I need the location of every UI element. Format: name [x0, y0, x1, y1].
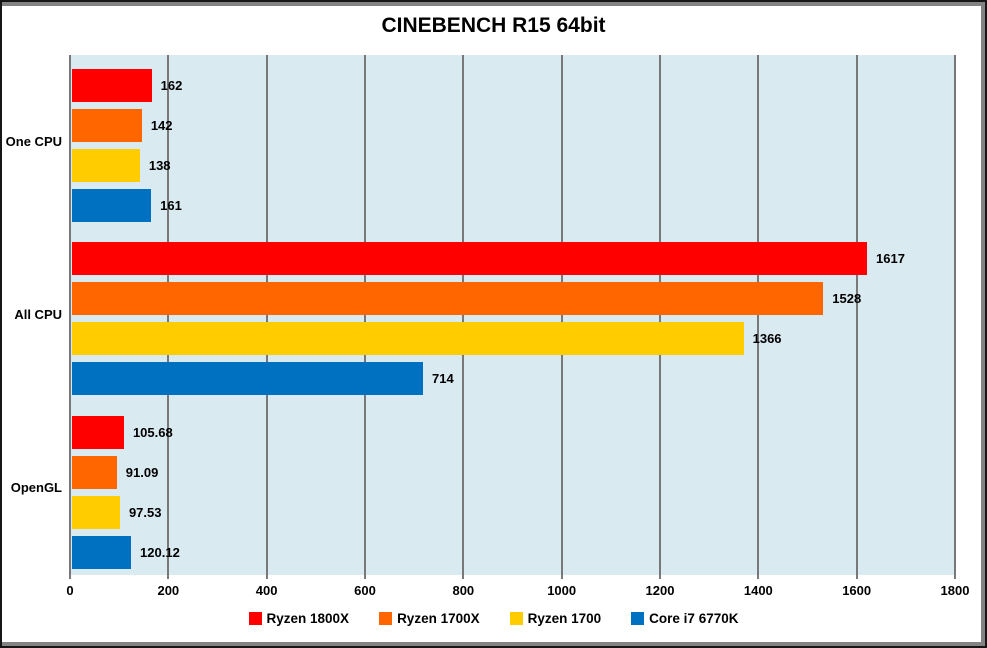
category-label: All CPU [14, 307, 62, 322]
bar [72, 189, 152, 222]
gridline [167, 55, 170, 579]
x-tick-label: 1800 [940, 583, 970, 598]
gridline [265, 55, 268, 579]
bar [72, 282, 824, 316]
chart-title: CINEBENCH R15 64bit [381, 14, 606, 37]
x-tick-label: 200 [157, 583, 180, 598]
x-tick-label: 1000 [547, 583, 577, 598]
bar [72, 242, 868, 276]
bar-value-label: 142 [150, 118, 173, 133]
legend-label: Ryzen 1700 [527, 611, 602, 626]
bar [72, 455, 117, 489]
x-tick-label: 600 [354, 583, 376, 598]
bar [72, 362, 424, 396]
gridline [757, 55, 760, 579]
x-tick-label: 1600 [842, 583, 872, 598]
x-tick-label: 800 [452, 583, 475, 598]
gridline [364, 55, 366, 579]
legend-item: Ryzen 1800X [248, 611, 350, 626]
category-label: One CPU [5, 133, 62, 149]
gridline [855, 55, 858, 579]
legend-swatch [248, 612, 262, 625]
legend-label: Ryzen 1800X [266, 611, 350, 626]
bar [72, 535, 132, 569]
gridline [462, 55, 465, 579]
legend-label: Ryzen 1700X [397, 611, 480, 626]
gridline [954, 55, 956, 579]
bar-value-label: 138 [148, 158, 171, 173]
bar [72, 415, 124, 449]
x-tick-label: 1200 [645, 583, 675, 598]
bar [72, 322, 744, 356]
bar-value-label: 1528 [832, 291, 862, 307]
gridline [560, 55, 563, 579]
x-tick-label: 400 [255, 583, 278, 598]
legend: Ryzen 1800X Ryzen 1700X Ryzen 1700 Core i7 … [0, 611, 987, 626]
bar-value-label: 714 [432, 371, 454, 387]
legend-item: Core i7 6770K [631, 611, 738, 626]
gridline [659, 55, 661, 579]
bar-value-label: 1617 [876, 251, 905, 267]
legend-swatch [379, 612, 393, 625]
bar-value-label: 91.09 [125, 464, 159, 480]
legend-item: Ryzen 1700 [509, 611, 602, 626]
legend-swatch [631, 612, 645, 625]
legend-item: Ryzen 1700X [379, 611, 480, 626]
x-tick-label: 1400 [743, 583, 773, 598]
bar-value-label: 105.68 [132, 424, 173, 440]
category-label: OpenGL [10, 480, 62, 496]
gridline [69, 55, 71, 579]
bar-value-label: 97.53 [128, 504, 162, 520]
bar [72, 69, 152, 102]
bar-value-label: 161 [160, 198, 182, 213]
bar-value-label: 120.12 [140, 544, 180, 560]
bar-value-label: 1366 [752, 331, 782, 347]
bar [72, 149, 140, 182]
legend-label: Core i7 6770K [649, 611, 739, 626]
legend-swatch [509, 612, 523, 625]
bar [72, 109, 142, 142]
bar-value-label: 162 [160, 78, 183, 93]
bar [72, 495, 120, 529]
plot-area: 162 142 138 161 1617 1528 1366 714 105.68 91.09 97… [69, 55, 956, 579]
x-tick-label: 0 [66, 583, 74, 598]
